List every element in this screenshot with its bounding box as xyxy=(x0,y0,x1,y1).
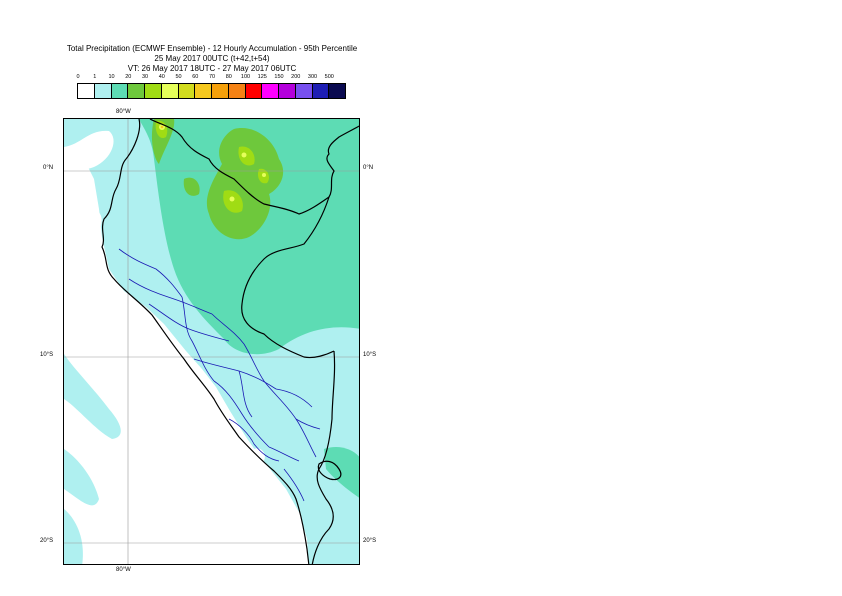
legend-label-5: 40 xyxy=(158,74,165,80)
legend-label-4: 30 xyxy=(141,74,149,80)
legend-swatch-10 xyxy=(244,83,263,99)
legend-label-13: 200 xyxy=(291,74,301,80)
run-time-subtitle: 25 May 2017 00UTC (t+42,t+54) xyxy=(154,54,270,63)
latitude-label-0-right: 0°N xyxy=(363,165,374,171)
legend-swatch-3 xyxy=(127,83,145,99)
coastline-and-borders xyxy=(101,119,359,564)
legend-label-12: 150 xyxy=(274,74,284,80)
legend-swatch-5 xyxy=(160,83,179,99)
legend-swatch-12 xyxy=(278,83,296,99)
legend-swatch-11 xyxy=(261,83,279,99)
legend-label-6: 50 xyxy=(175,74,182,80)
legend-label-7: 60 xyxy=(192,74,199,80)
legend-label-15: 500 xyxy=(324,74,334,80)
legend-swatch-14 xyxy=(311,83,330,99)
legend-label-0: 0 xyxy=(76,74,80,80)
graticule xyxy=(64,119,359,564)
legend-label-9: 80 xyxy=(225,74,232,80)
latitude-label-10-right: 10°S xyxy=(363,352,377,358)
legend-swatch-9 xyxy=(227,83,246,99)
precip-field-60-70 xyxy=(160,125,164,129)
legend-swatch-15 xyxy=(328,83,346,99)
latitude-label-10-left: 10°S xyxy=(40,352,54,358)
latitude-label-20-left: 20°S xyxy=(40,538,54,544)
legend-label-10: 100 xyxy=(240,74,251,80)
map-canvas xyxy=(64,119,359,564)
chart-title: Total Precipitation (ECMWF Ensemble) - 1… xyxy=(66,44,358,53)
legend-label-11: 125 xyxy=(257,74,267,80)
legend-swatch-7 xyxy=(194,83,212,99)
legend-swatch-6 xyxy=(177,83,196,99)
legend-swatch-4 xyxy=(144,83,162,99)
legend-swatch-2 xyxy=(110,83,129,99)
legend-label-14: 300 xyxy=(307,74,318,80)
legend-swatch-1 xyxy=(93,83,112,99)
legend-label-8: 70 xyxy=(208,74,216,80)
precipitation-color-legend: 0 1 10 20 30 40 50 60 70 80 100 125 150 200 300 500 xyxy=(76,74,346,102)
valid-time-subtitle: VT: 26 May 2017 18UTC - 27 May 2017 06UT… xyxy=(127,64,297,73)
longitude-label-bottom: 80°W xyxy=(116,567,131,573)
admin-boundaries xyxy=(118,248,321,502)
latitude-label-20-right: 20°S xyxy=(363,538,377,544)
legend-swatch-0 xyxy=(77,83,95,99)
legend-swatch-8 xyxy=(211,83,229,99)
longitude-label-top: 80°W xyxy=(116,109,131,115)
legend-swatch-13 xyxy=(294,83,313,99)
legend-label-2: 10 xyxy=(108,74,115,80)
legend-label-1: 1 xyxy=(93,74,97,80)
precipitation-map xyxy=(63,118,360,565)
latitude-label-0-left: 0°N xyxy=(43,165,54,171)
legend-label-3: 20 xyxy=(125,74,132,80)
